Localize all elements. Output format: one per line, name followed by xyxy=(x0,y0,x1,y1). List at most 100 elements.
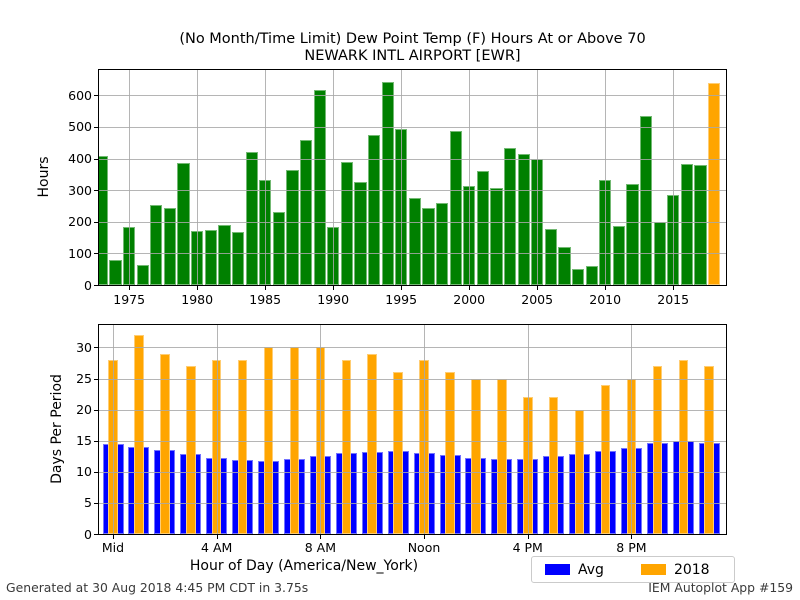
x-tick-label: 1990 xyxy=(317,292,350,307)
bar-year-1982 xyxy=(218,224,231,285)
x-tick-label: 2010 xyxy=(589,292,622,307)
x-tick-label: Mid xyxy=(101,540,125,555)
bar-year-2017 xyxy=(694,165,707,285)
y-tick-mark xyxy=(94,221,98,223)
bar-year-1973 xyxy=(99,156,109,285)
bar-year-2009 xyxy=(585,266,598,285)
bar-year-2018 xyxy=(707,82,721,285)
x-tick-mark xyxy=(401,286,403,290)
bar-year-1987 xyxy=(286,169,299,285)
bar-2018-hour-11 xyxy=(393,372,403,534)
bar-2018-hour-10 xyxy=(367,353,377,534)
grid-line-y xyxy=(99,190,726,192)
grid-line-x xyxy=(527,325,529,534)
x-tick-mark xyxy=(673,286,675,290)
bar-year-2012 xyxy=(626,183,639,285)
grid-line-x xyxy=(631,325,633,534)
grid-line-x xyxy=(424,325,425,534)
y-tick-label: 200 xyxy=(68,214,92,230)
x-tick-label: 4 PM xyxy=(512,540,543,555)
y-tick-label: 300 xyxy=(68,182,92,198)
bar-year-1980 xyxy=(191,231,204,285)
bar-year-2013 xyxy=(639,115,653,285)
days-by-hour-plot xyxy=(98,324,727,535)
x-tick-mark xyxy=(631,535,633,539)
x-tick-mark xyxy=(197,286,199,290)
hours-by-year-plot xyxy=(98,69,727,286)
x-tick-mark xyxy=(537,286,539,290)
x-tick-mark xyxy=(605,286,607,290)
y-tick-label: 100 xyxy=(68,245,92,261)
grid-line-x xyxy=(673,70,675,285)
grid-line-x xyxy=(333,70,335,285)
bar-year-1997 xyxy=(422,208,435,285)
x-tick-label: 1980 xyxy=(181,292,214,307)
footer-generated-text: Generated at 30 Aug 2018 4:45 PM CDT in … xyxy=(6,580,309,595)
grid-line-y xyxy=(99,440,726,442)
legend: Avg 2018 xyxy=(531,556,735,583)
y-tick-mark xyxy=(94,471,98,473)
x-tick-mark xyxy=(216,535,218,539)
grid-line-x xyxy=(129,70,131,285)
bar-2018-hour-21 xyxy=(652,366,663,534)
x-tick-label: 4 AM xyxy=(201,540,233,555)
bar-year-1979 xyxy=(177,163,190,285)
grid-line-y xyxy=(99,502,726,504)
bar-year-2001 xyxy=(476,170,489,285)
bar-2018-hour-5 xyxy=(237,359,248,534)
footer-app-text: IEM Autoplot App #159 xyxy=(648,580,793,595)
bar-year-1981 xyxy=(204,230,217,285)
y-tick-mark xyxy=(94,253,98,255)
bar-2018-hour-14 xyxy=(471,378,481,534)
x-tick-label: 2005 xyxy=(521,292,554,307)
chart-title: (No Month/Time Limit) Dew Point Temp (F)… xyxy=(98,31,727,65)
bar-2018-hour-17 xyxy=(548,397,559,534)
grid-line-y xyxy=(99,471,726,473)
x-tick-mark xyxy=(129,286,131,290)
y-tick-mark xyxy=(94,440,98,442)
bar-year-1988 xyxy=(299,139,313,285)
x-tick-label: 1985 xyxy=(249,292,282,307)
x-tick-mark xyxy=(333,286,335,290)
y-tick-mark xyxy=(94,378,98,380)
y-tick-label: 0 xyxy=(84,277,92,293)
bar-2018-hour-2 xyxy=(160,353,170,534)
y-tick-mark xyxy=(94,95,98,97)
bar-year-2002 xyxy=(490,187,503,285)
grid-line-y xyxy=(99,347,726,349)
legend-swatch-avg xyxy=(545,564,570,575)
grid-line-x xyxy=(197,70,199,285)
y-tick-label: 30 xyxy=(76,339,92,355)
bar-2018-hour-1 xyxy=(134,335,144,534)
chart-title-line2: NEWARK INTL AIRPORT [EWR] xyxy=(304,48,521,64)
bar-year-2007 xyxy=(558,247,571,285)
legend-label-avg: Avg xyxy=(578,561,604,578)
bar-year-1983 xyxy=(231,232,245,285)
bar-year-1975 xyxy=(123,227,136,285)
y-tick-label: 400 xyxy=(68,151,92,166)
y-tick-mark xyxy=(94,347,98,349)
grid-line-x xyxy=(265,70,267,285)
y-tick-mark xyxy=(94,126,98,128)
x-tick-label: 1995 xyxy=(385,292,418,307)
bar-2018-hour-13 xyxy=(445,372,455,534)
bar-year-2011 xyxy=(612,225,625,285)
x-tick-mark xyxy=(265,286,267,290)
bar-year-1994 xyxy=(381,81,394,285)
y-tick-mark xyxy=(94,158,98,160)
grid-line-x xyxy=(216,325,218,534)
y-tick-mark xyxy=(94,502,98,504)
grid-line-x xyxy=(537,70,539,285)
bar-year-1991 xyxy=(340,162,353,285)
y-tick-mark xyxy=(94,534,98,535)
x-tick-mark xyxy=(320,535,322,539)
y-tick-label: 500 xyxy=(68,119,92,135)
bar-year-1996 xyxy=(408,198,421,285)
grid-line-y xyxy=(99,126,726,128)
y-tick-label: 25 xyxy=(76,371,92,386)
y-tick-mark xyxy=(94,190,98,192)
x-tick-label: 2000 xyxy=(453,292,486,307)
bar-year-1974 xyxy=(109,259,122,285)
y-tick-label: 5 xyxy=(84,495,92,511)
